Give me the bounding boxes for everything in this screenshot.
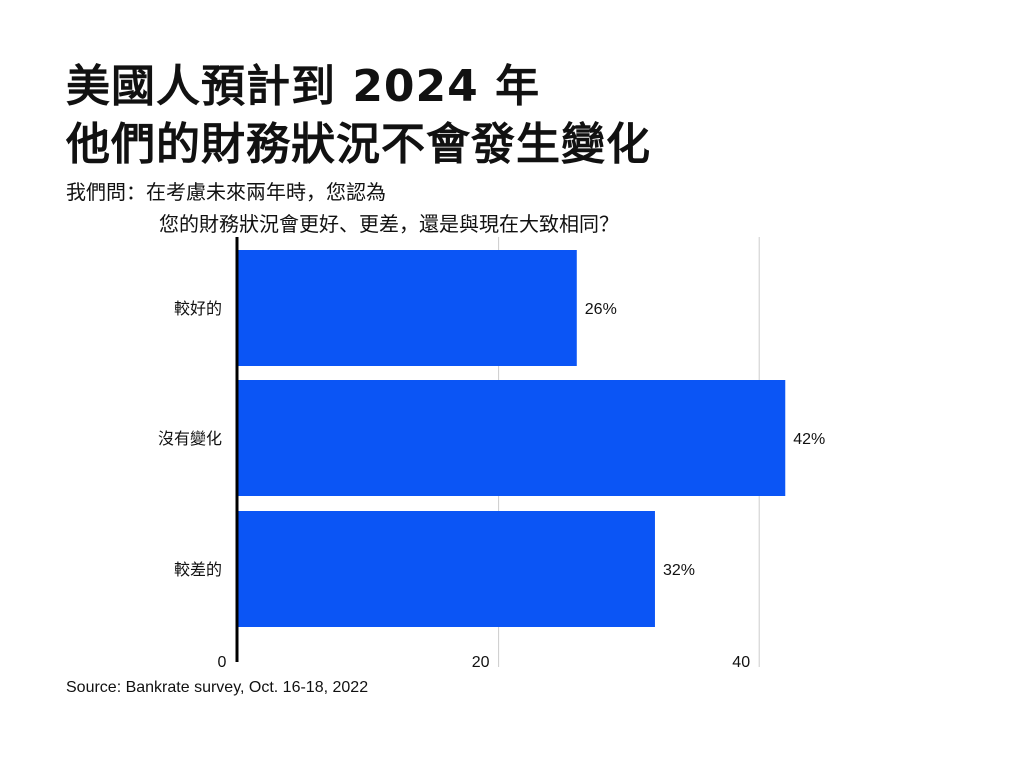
labels: 0 20 40 較好的 26% 沒有變化 42% 較差的 32% (158, 299, 825, 671)
survey-question-line-1: 我們問：在考慮未來兩年時，您認為 (66, 180, 386, 204)
bars (238, 250, 786, 627)
survey-question-line-2: 您的財務狀況會更好、更差，還是與現在大致相同？ (159, 212, 619, 236)
data-label: 26% (585, 301, 617, 318)
chart-title: 美國人預計到 2024 年 他們的財務狀況不會發生變化 (66, 58, 651, 174)
chart-title-line-2: 他們的財務狀況不會發生變化 (66, 119, 651, 170)
bar (238, 250, 577, 366)
data-label: 32% (663, 562, 695, 579)
category-label: 沒有變化 (158, 429, 222, 448)
source-note: Source: Bankrate survey, Oct. 16-18, 202… (66, 679, 369, 696)
x-tick-label: 40 (732, 654, 750, 671)
chart-title-line-1: 美國人預計到 2024 年 (66, 61, 541, 112)
bar (238, 511, 655, 627)
category-label: 較差的 (174, 560, 222, 579)
bar (238, 380, 786, 496)
category-label: 較好的 (174, 299, 222, 318)
x-tick-label: 0 (218, 654, 227, 671)
x-tick-label: 20 (472, 654, 490, 671)
data-label: 42% (793, 431, 825, 448)
survey-question: 我們問：在考慮未來兩年時，您認為 您的財務狀況會更好、更差，還是與現在大致相同？ (66, 176, 619, 240)
